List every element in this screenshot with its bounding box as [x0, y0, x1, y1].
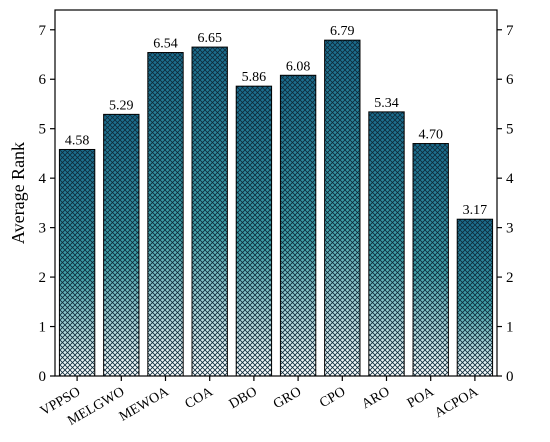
y-tick-label: 2 — [39, 270, 47, 286]
bar-melgwo — [103, 113, 140, 377]
y-tick-label-right: 7 — [506, 23, 514, 39]
y-tick-label-right: 5 — [506, 122, 514, 138]
bars — [58, 39, 494, 377]
y-tick-label: 4 — [39, 171, 47, 187]
bar-vppso — [58, 148, 96, 377]
y-axis-left: 0 1 2 3 4 5 6 7 — [39, 23, 55, 385]
y-tick-label-right: 6 — [506, 72, 514, 88]
x-tick-label: ACPOA — [432, 384, 481, 421]
bar-hatch — [413, 143, 449, 376]
bar-poa — [412, 143, 449, 377]
x-tick-label: MEWOA — [117, 384, 172, 425]
value-labels: 4.58 5.29 6.54 6.65 5.86 6.08 6.79 5.34 4.70 3.17 — [65, 24, 487, 218]
y-tick-label: 0 — [39, 369, 47, 385]
x-tick-label: ARO — [359, 384, 392, 412]
y-axis-right: 0 1 2 3 4 5 6 7 — [497, 23, 514, 385]
y-tick-label: 7 — [39, 23, 47, 39]
bar-aro — [368, 111, 405, 377]
bar-hatch — [192, 47, 228, 376]
x-tick-label: CPO — [317, 384, 348, 411]
value-label: 6.08 — [286, 59, 311, 74]
x-tick-label: COA — [183, 384, 217, 412]
bar-hatch — [236, 86, 272, 376]
value-label: 5.34 — [374, 96, 399, 111]
bar-coa — [191, 46, 228, 377]
bar-hatch — [103, 114, 139, 376]
value-label: 4.58 — [65, 133, 90, 148]
value-label: 6.54 — [153, 37, 178, 52]
y-tick-label-right: 2 — [506, 270, 514, 286]
y-tick-label-right: 0 — [506, 369, 514, 385]
y-tick-label-right: 4 — [506, 171, 514, 187]
bar-hatch — [324, 40, 360, 377]
x-tick-label: GRO — [271, 384, 304, 412]
y-tick-label: 6 — [39, 72, 47, 88]
y-tick-label-right: 3 — [506, 221, 514, 237]
bar-dbo — [235, 85, 273, 377]
value-label: 6.65 — [197, 31, 222, 46]
bar-hatch — [280, 75, 316, 376]
value-label: 4.70 — [418, 128, 443, 143]
bar-hatch — [147, 52, 184, 377]
plot-frame — [54, 9, 498, 377]
bar-gro — [279, 74, 317, 377]
bar-hatch — [457, 219, 493, 376]
bar-acpoa — [456, 218, 494, 377]
y-tick-label: 3 — [39, 221, 47, 237]
value-label: 5.86 — [242, 70, 267, 85]
value-label: 3.17 — [463, 203, 488, 218]
y-tick-label: 1 — [39, 320, 47, 336]
bar-hatch — [368, 111, 405, 377]
y-tick-label: 5 — [39, 122, 47, 138]
x-tick-label: DBO — [227, 384, 260, 412]
bar-mewoa — [147, 52, 184, 377]
y-axis-title: Average Rank — [8, 142, 28, 244]
y-tick-label-right: 1 — [506, 320, 514, 336]
value-label: 6.79 — [330, 24, 355, 39]
bar-cpo — [324, 39, 361, 377]
bar-hatch — [59, 149, 95, 376]
value-label: 5.29 — [109, 98, 134, 113]
